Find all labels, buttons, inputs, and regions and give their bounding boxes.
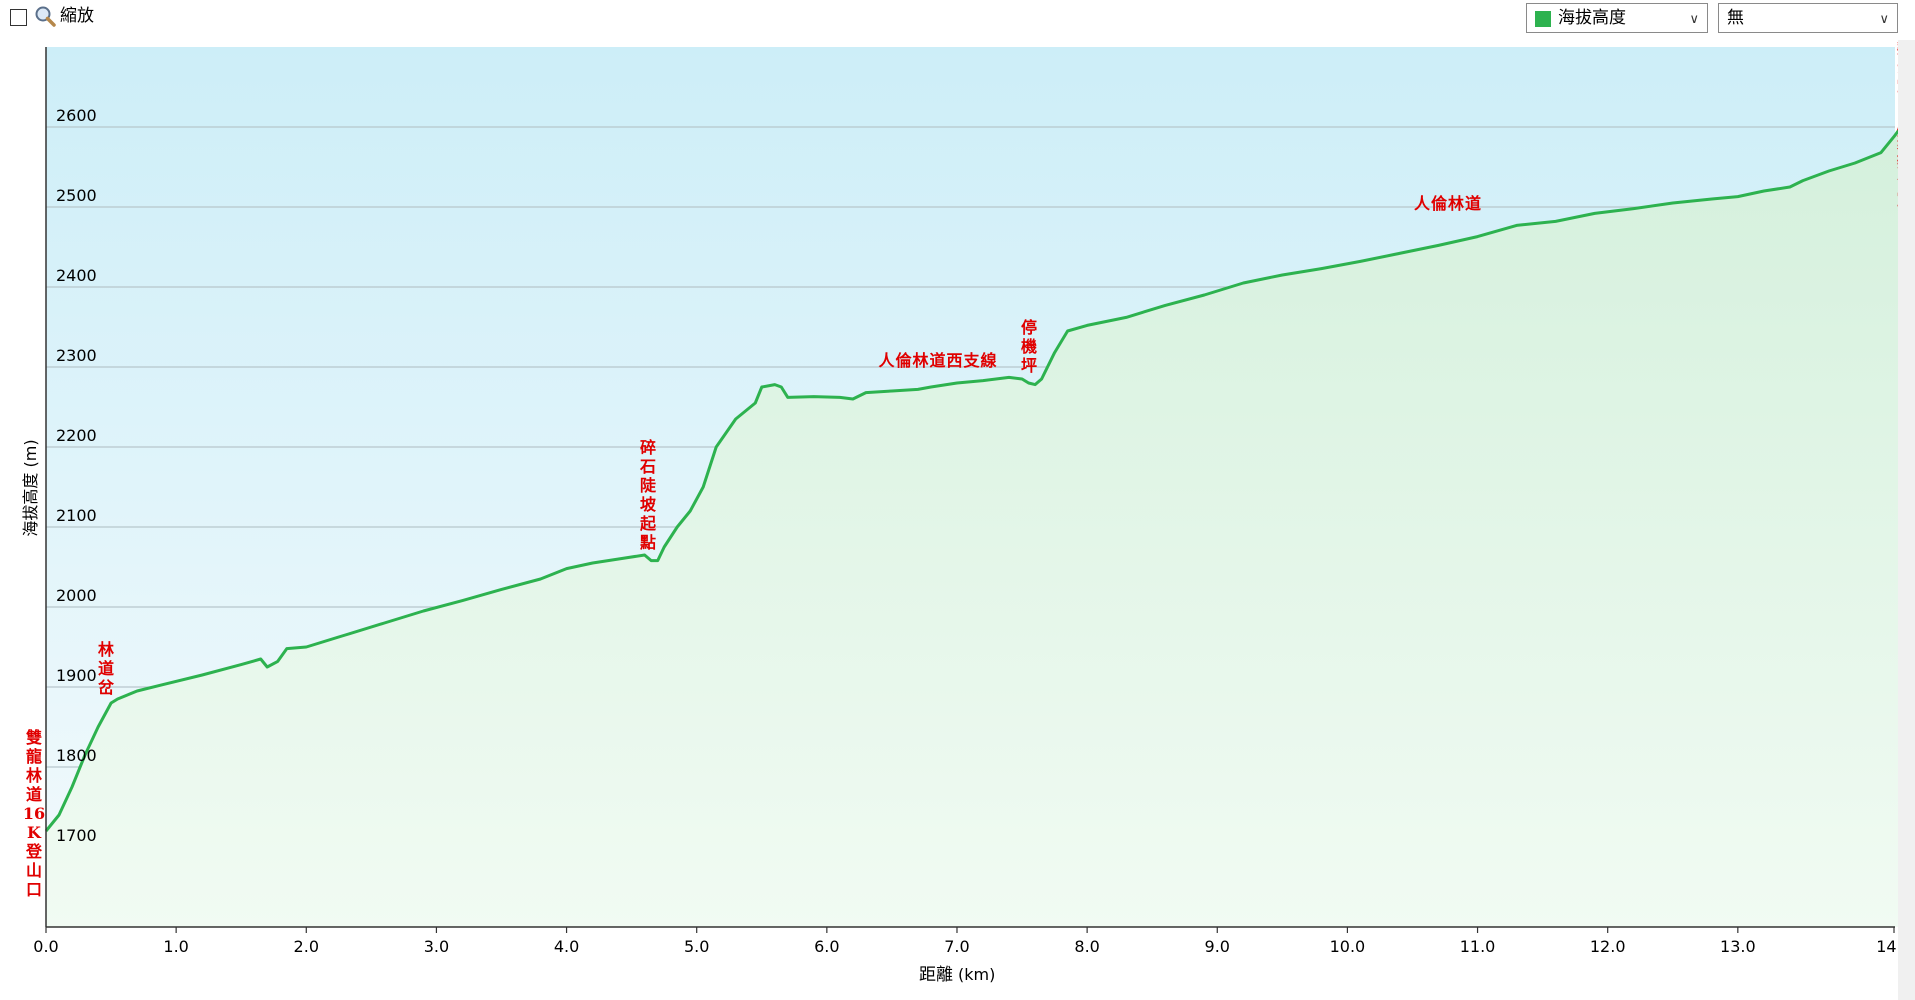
annotation-helipad: 停機坪 [1021, 318, 1037, 375]
x-tick-label: 10.0 [1330, 937, 1366, 956]
annotation-renlun-west-branch: 人倫林道西支線 [878, 351, 997, 370]
x-tick-label: 13.0 [1720, 937, 1756, 956]
chevron-down-icon: ∨ [1689, 12, 1699, 27]
y-tick-label: 2500 [56, 186, 97, 205]
x-tick-label: 5.0 [684, 937, 709, 956]
y-tick-label: 1900 [56, 666, 97, 685]
zoom-checkbox[interactable] [10, 9, 27, 26]
axes [45, 47, 1895, 933]
series-color-swatch [1535, 11, 1551, 27]
x-tick-label: 2.0 [294, 937, 319, 956]
x-tick-label: 3.0 [424, 937, 449, 956]
metric-select[interactable]: 海拔高度 ∨ [1526, 3, 1708, 33]
annotation-gravel-slope-start: 碎石陡坡起點 [639, 438, 657, 552]
x-tick-labels: 0.0 1.0 2.0 3.0 4.0 5.0 6.0 7.0 8.0 9.0 10.0 11.0 12… [33, 937, 1898, 956]
y-tick-label: 2400 [56, 266, 97, 285]
y-tick-label: 2100 [56, 506, 97, 525]
secondary-metric-select[interactable]: 無 ∨ [1718, 3, 1898, 33]
x-tick-label: 11.0 [1460, 937, 1496, 956]
y-tick-label: 2600 [56, 106, 97, 125]
annotation-forest-road-fork: 林道岔 [98, 640, 115, 697]
elevation-line [44, 128, 1898, 832]
magnifier-icon [35, 6, 56, 27]
zoom-label: 縮放 [60, 6, 94, 26]
y-tick-label: 1700 [56, 826, 97, 845]
right-scroll-strip [1898, 40, 1915, 1000]
y-tick-label: 2300 [56, 346, 97, 365]
y-tick-label: 2000 [56, 586, 97, 605]
x-tick-label: 9.0 [1205, 937, 1230, 956]
secondary-select-value: 無 [1727, 8, 1744, 28]
x-tick-label: 1.0 [163, 937, 188, 956]
x-tick-label: 4.0 [554, 937, 579, 956]
x-axis-unit: (km) [958, 965, 995, 984]
annotation-trailhead: 雙龍林道 16 K 登山口 [23, 728, 45, 899]
y-axis-label: 海拔高度 (m) [21, 439, 40, 536]
x-tick-label: 8.0 [1074, 937, 1099, 956]
metric-select-value: 海拔高度 [1558, 8, 1626, 28]
x-tick-label: 12.0 [1590, 937, 1626, 956]
y-tick-label: 2200 [56, 426, 97, 445]
elevation-chart[interactable]: 1700 1800 1900 2000 2100 2200 2300 2400 2500 2600… [0, 38, 1898, 997]
annotation-luan-an-tang: 鑾安堂：廢棄辦公室 [1896, 38, 1898, 209]
annotation-renlun-forest-road: 人倫林道 [1414, 194, 1482, 213]
elevation-area [46, 131, 1898, 927]
chart-toolbar: 縮放 海拔高度 ∨ 無 ∨ [0, 0, 1915, 40]
x-tick-label: 0.0 [33, 937, 58, 956]
x-tick-label: 14.2 [1876, 937, 1898, 956]
chevron-down-icon: ∨ [1879, 12, 1889, 27]
y-tick-labels: 1700 1800 1900 2000 2100 2200 2300 2400 2500 2600 [56, 106, 97, 845]
x-tick-label: 7.0 [944, 937, 969, 956]
x-axis-label: 距離 [919, 965, 953, 985]
y-tick-label: 1800 [56, 746, 97, 765]
x-tick-label: 6.0 [814, 937, 839, 956]
